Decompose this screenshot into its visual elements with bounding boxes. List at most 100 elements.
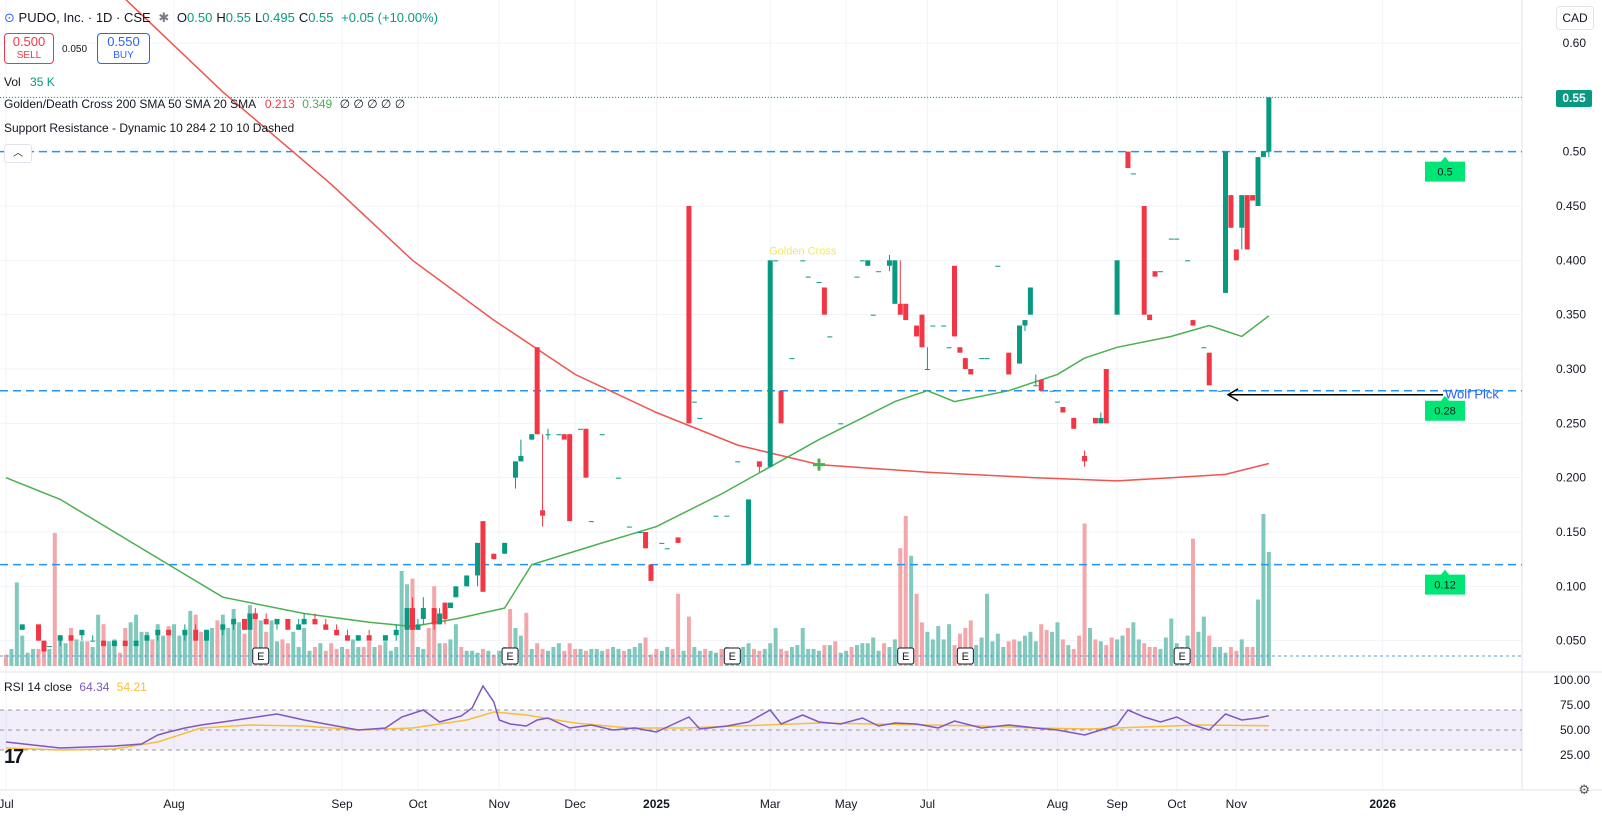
sr-label-tag [1425, 569, 1465, 595]
volume-bar [291, 631, 296, 666]
volume-bar [350, 639, 355, 666]
settings-gear-icon[interactable]: ⚙ [1578, 782, 1590, 797]
volume-bar [1022, 635, 1027, 666]
candle-body [1114, 260, 1120, 315]
volume-bar [491, 654, 496, 666]
collapse-legend-button[interactable]: ︿ [4, 144, 32, 163]
time-tick-label: Jul [0, 797, 14, 811]
candle-body [247, 613, 253, 630]
sr-indicator-name: Support Resistance - Dynamic 10 284 2 10… [4, 121, 295, 135]
candle-body [442, 602, 448, 619]
rsi-ma-value: 54.21 [116, 680, 147, 694]
candle-body [529, 434, 535, 440]
snowflake-icon[interactable]: ✱ [158, 10, 170, 25]
info-icon[interactable]: ⊙ [4, 10, 15, 25]
volume-bar [789, 647, 794, 666]
volume-bar [367, 641, 372, 666]
candle-body [1239, 195, 1245, 228]
buy-button[interactable]: 0.550 BUY [97, 33, 150, 64]
candle-body [1206, 352, 1212, 386]
time-tick-label: 2026 [1369, 797, 1396, 811]
earnings-label: E [729, 651, 736, 663]
rsi-tick-label: 100.00 [1553, 673, 1590, 687]
volume-bar [188, 610, 193, 666]
candle-body [1217, 390, 1223, 392]
earnings-label: E [257, 651, 264, 663]
volume-bar [1028, 631, 1033, 666]
volume-bar [155, 624, 160, 666]
rsi-tick-label: 75.00 [1560, 698, 1590, 712]
candle-body [420, 608, 426, 619]
volume-bar [1239, 639, 1244, 666]
candle-body [946, 347, 952, 349]
volume-bar [1039, 624, 1044, 666]
candle-body [1125, 151, 1131, 168]
candle-body [231, 618, 237, 625]
candle-body [518, 455, 524, 462]
candle-body [1049, 390, 1055, 392]
volume-bar [703, 648, 708, 666]
candle-body [1266, 97, 1272, 152]
volume-bar [562, 650, 567, 666]
candle-body [876, 271, 882, 273]
sell-button[interactable]: 0.500 SELL [4, 33, 54, 64]
volume-bar [226, 628, 231, 666]
candle-body [865, 260, 871, 266]
currency-selector[interactable]: CAD [1556, 6, 1594, 30]
volume-bar [773, 628, 778, 666]
volume-bar [1201, 616, 1206, 666]
candle-body [1255, 157, 1261, 206]
volume-bar [280, 639, 285, 666]
candle-body [355, 635, 361, 641]
rsi-legend[interactable]: RSI 14 close 64.34 54.21 [4, 680, 147, 694]
sr-indicator-legend[interactable]: Support Resistance - Dynamic 10 284 2 10… [4, 121, 294, 135]
volume-bar [296, 647, 301, 666]
candle-body [1152, 271, 1158, 277]
symbol-title[interactable]: PUDO, Inc. · 1D · CSE [18, 10, 151, 25]
volume-bar [9, 648, 14, 666]
volume-bar [209, 628, 214, 666]
candle-body [1141, 206, 1147, 315]
chevron-up-icon: ︿ [13, 148, 23, 159]
candle-body [583, 428, 589, 478]
volume-bar [508, 609, 513, 666]
candle-body [984, 358, 990, 360]
volume-bar [237, 622, 242, 666]
volume-bar [399, 571, 404, 666]
candle-body [1082, 455, 1088, 462]
cross-indicator-name: Golden/Death Cross 200 SMA 50 SMA 20 SMA [4, 97, 256, 111]
volume-bar [909, 555, 914, 666]
volume-bar [437, 643, 442, 666]
volume-bar [621, 650, 626, 666]
volume-bar [139, 631, 144, 666]
tradingview-logo[interactable]: 17 [4, 746, 24, 768]
sell-label: SELL [16, 50, 42, 61]
volume-legend[interactable]: Vol 35 K [4, 75, 55, 89]
volume-bar [583, 650, 588, 666]
volume-bar [817, 650, 821, 666]
volume-bar [806, 648, 811, 666]
volume-bar [800, 628, 805, 666]
volume-bar [638, 643, 643, 666]
candle-body [1185, 260, 1191, 262]
candle-body [393, 629, 399, 636]
volume-bar [643, 637, 648, 666]
candle-body [323, 624, 329, 630]
volume-bar [654, 648, 659, 666]
volume-bar [1012, 639, 1017, 666]
volume-bar [1256, 599, 1261, 666]
cross-indicator-legend[interactable]: Golden/Death Cross 200 SMA 50 SMA 20 SMA… [4, 97, 405, 111]
candle-body [301, 618, 307, 625]
volume-bar [811, 648, 816, 666]
volume-bar [676, 593, 681, 666]
volume-bar [285, 643, 290, 666]
sr-label: 0.28 [1434, 406, 1455, 418]
price-tick-label: 0.450 [1556, 199, 1586, 213]
candle-body [1130, 173, 1136, 175]
volume-bar [860, 643, 865, 666]
volume-bar [919, 622, 924, 666]
volume-bar [144, 631, 149, 666]
volume-bar [947, 624, 952, 666]
volume-bar [616, 648, 621, 666]
